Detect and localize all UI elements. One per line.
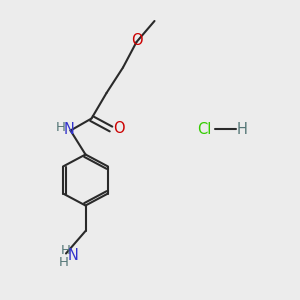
Text: H: H xyxy=(56,121,66,134)
Text: N: N xyxy=(64,122,74,137)
Text: H: H xyxy=(237,122,248,136)
Text: Cl: Cl xyxy=(197,122,211,136)
Text: H: H xyxy=(61,244,70,257)
Text: N: N xyxy=(67,248,78,263)
Text: H: H xyxy=(59,256,68,269)
Text: O: O xyxy=(131,33,143,48)
Text: O: O xyxy=(113,121,124,136)
